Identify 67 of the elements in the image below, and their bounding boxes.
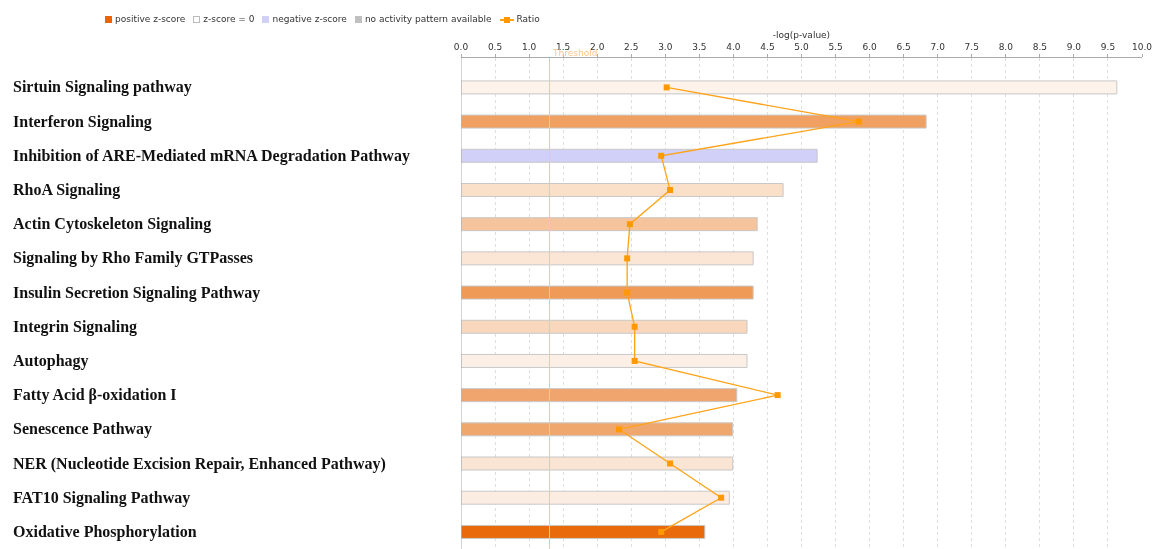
point xyxy=(658,152,665,159)
point xyxy=(667,460,674,467)
bar xyxy=(461,490,730,505)
y-tick-label: Interferon Signaling xyxy=(13,113,152,131)
y-tick-label: Integrin Signaling xyxy=(13,318,138,336)
y-tick-label: NER (Nucleotide Excision Repair, Enhanced Pathway) xyxy=(13,455,386,473)
bar xyxy=(461,217,758,232)
bar xyxy=(461,422,734,437)
y-tick-label: Fatty Acid β-oxidation I xyxy=(13,386,177,404)
x-tick-label: 10.0 xyxy=(1131,42,1153,53)
point xyxy=(774,392,781,399)
legend-label: positive z-score xyxy=(115,14,186,24)
legend-label: z-score = 0 xyxy=(203,14,255,24)
point xyxy=(663,84,670,91)
x-tick-label: 2.5 xyxy=(624,42,639,53)
point xyxy=(615,426,622,433)
bar xyxy=(461,388,738,403)
point xyxy=(631,323,638,330)
bar xyxy=(461,456,734,471)
point xyxy=(658,528,665,535)
point xyxy=(718,494,725,501)
legend-label: negative z-score xyxy=(272,14,347,24)
point xyxy=(631,357,638,364)
bar xyxy=(461,148,818,163)
point xyxy=(855,118,862,125)
y-tick-label: RhoA Signaling xyxy=(13,181,121,199)
y-tick-label: Insulin Secretion Signaling Pathway xyxy=(13,284,261,302)
x-tick-label: 8.5 xyxy=(1032,42,1048,53)
y-tick-label: Inhibition of ARE-Mediated mRNA Degradation Pathway xyxy=(13,147,410,165)
y-tick-label: Signaling by Rho Family GTPasses xyxy=(13,249,254,267)
x-tick-label: 0.5 xyxy=(487,42,503,53)
x-tick-label: 4.5 xyxy=(760,42,775,53)
x-tick-label: 1.0 xyxy=(521,42,537,53)
x-tick-label: 6.5 xyxy=(896,42,911,53)
y-tick-label: Senescence Pathway xyxy=(13,420,153,438)
x-tick-label: 4.0 xyxy=(726,42,741,53)
bar xyxy=(461,353,748,368)
y-tick-label: FAT10 Signaling Pathway xyxy=(13,489,191,507)
bar xyxy=(461,80,1118,95)
bar xyxy=(461,182,784,197)
legend-label: Ratio xyxy=(516,14,540,24)
x-tick-label: 5.0 xyxy=(794,42,809,53)
bar xyxy=(461,285,754,300)
bar xyxy=(461,524,706,539)
point xyxy=(626,221,633,228)
x-tick-label: 5.5 xyxy=(828,42,843,53)
x-tick-label: 9.0 xyxy=(1066,42,1082,53)
bar xyxy=(461,251,754,266)
bar xyxy=(461,319,748,334)
x-tick-label: 7.0 xyxy=(930,42,946,53)
y-tick-label: Sirtuin Signaling pathway xyxy=(13,78,192,96)
x-tick-label: 7.5 xyxy=(964,42,979,53)
y-tick-label: Autophagy xyxy=(13,352,89,370)
y-tick-label: Actin Cytoskeleton Signaling xyxy=(13,215,212,233)
point xyxy=(624,255,631,262)
x-tick-label: 0.0 xyxy=(453,42,469,53)
legend-label: no activity pattern available xyxy=(364,14,492,24)
y-tick-label: Oxidative Phosphorylation xyxy=(13,523,197,541)
x-axis-title: -log(p-value) xyxy=(772,29,831,40)
x-tick-label: 3.0 xyxy=(658,42,673,53)
bar xyxy=(461,114,927,129)
point xyxy=(667,186,674,193)
x-tick-label: 9.5 xyxy=(1100,42,1116,53)
x-tick-label: 6.0 xyxy=(862,42,878,53)
x-tick-label: 8.0 xyxy=(998,42,1014,53)
x-tick-label: 3.5 xyxy=(692,42,707,53)
point xyxy=(624,289,631,296)
